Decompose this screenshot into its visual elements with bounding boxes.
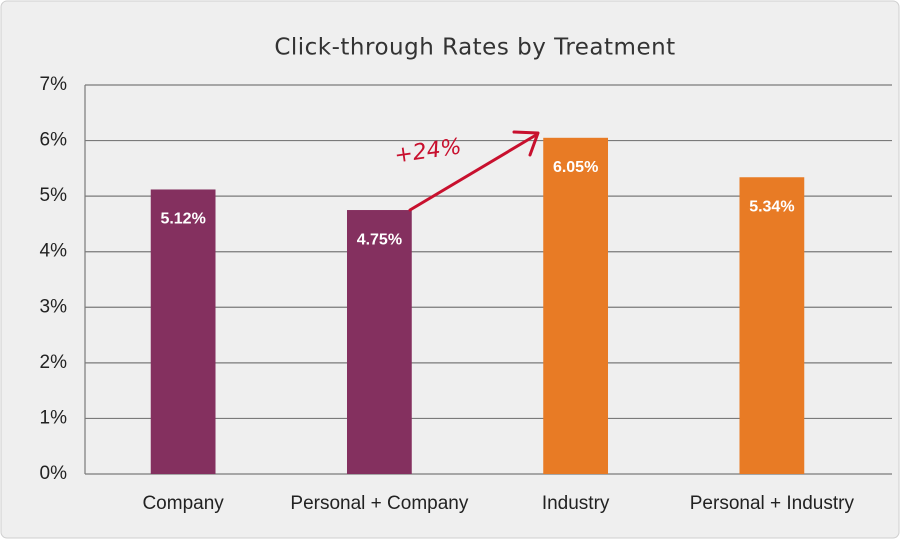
y-tick-label: 2% [40, 352, 68, 373]
annotation-arrowhead [512, 130, 540, 157]
value-label: 5.34% [749, 198, 794, 215]
y-tick-label: 7% [40, 74, 68, 95]
y-tick-label: 3% [40, 296, 68, 317]
y-tick-label: 4% [40, 241, 68, 262]
x-tick-label: Company [142, 493, 224, 514]
value-label: 6.05% [553, 159, 598, 176]
annotation-arrow [408, 133, 538, 212]
value-label: 5.12% [160, 211, 205, 228]
y-tick-label: 0% [40, 463, 68, 484]
x-tick-label: Industry [542, 493, 610, 514]
bars: Company 5.12% Personal + Company 4.75% Indus… [142, 137, 855, 514]
chart-title: Click-through Rates by Treatment [274, 35, 675, 61]
value-label: 4.75% [357, 231, 402, 248]
y-tick-label: 6% [40, 130, 68, 151]
x-tick-label: Personal + Company [290, 493, 468, 514]
bar [543, 137, 609, 475]
y-tick-label: 1% [40, 407, 68, 428]
x-tick-label: Personal + Industry [690, 493, 855, 514]
bar [739, 177, 805, 474]
bar [346, 210, 412, 475]
bar [150, 189, 216, 474]
y-tick-label: 5% [40, 185, 68, 206]
